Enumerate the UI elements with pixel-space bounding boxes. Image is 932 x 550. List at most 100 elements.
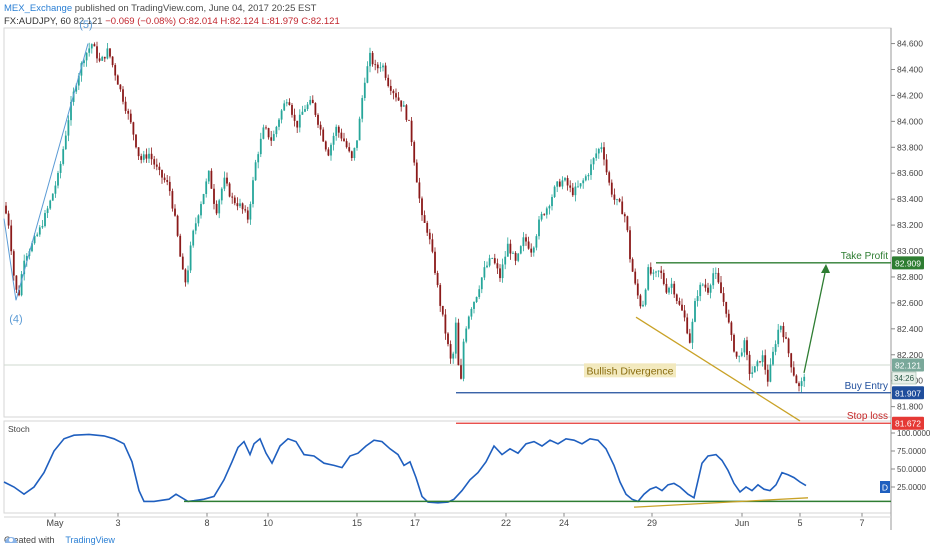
candle-body — [605, 159, 608, 173]
candle-body — [111, 56, 114, 66]
candle-body — [109, 48, 111, 57]
candle-body — [179, 235, 182, 257]
candle-body — [103, 56, 106, 59]
candle-body — [800, 381, 803, 387]
candle-body — [96, 46, 98, 59]
candle-body — [59, 163, 62, 173]
candle-body — [395, 93, 397, 98]
x-tick-label: 5 — [797, 518, 802, 528]
candle-body — [465, 328, 468, 342]
candle-body — [439, 285, 442, 306]
candle-body — [803, 376, 806, 382]
candle-body — [678, 300, 681, 305]
candle-body — [275, 126, 278, 135]
candle-body — [449, 344, 452, 359]
candle-body — [31, 243, 33, 252]
candle-body — [262, 127, 265, 139]
x-tick-label: 15 — [352, 518, 362, 528]
candle-body — [590, 164, 592, 176]
candle-body — [592, 158, 595, 165]
candle-body — [244, 209, 247, 211]
candle-body — [202, 193, 205, 204]
candle-body — [132, 122, 135, 135]
stoch-tag: D — [882, 483, 888, 493]
candle-body — [189, 245, 192, 271]
candle-body — [218, 200, 221, 214]
candle-body — [7, 213, 10, 226]
divergence-price-line — [635, 316, 801, 422]
buy-entry-tag: 81.907 — [895, 388, 921, 398]
candle-body — [683, 310, 686, 318]
y-tick-label: 83.000 — [897, 246, 923, 256]
candle-body — [319, 124, 322, 130]
candle-body — [426, 222, 429, 233]
candle-body — [792, 367, 795, 376]
candle-body — [725, 301, 728, 314]
y-tick-label: 83.800 — [897, 142, 923, 152]
price-pane — [3, 27, 892, 418]
candle-body — [384, 65, 387, 78]
candle-body — [636, 283, 639, 296]
candle-body — [616, 199, 618, 200]
candle-body — [527, 241, 530, 249]
candle-body — [163, 177, 166, 181]
candle-body — [699, 284, 702, 297]
candle-body — [137, 147, 140, 157]
candle-body — [192, 230, 195, 246]
tradingview-link[interactable]: TradingView — [65, 535, 115, 545]
y-tick-label: 83.200 — [897, 220, 923, 230]
candle-body — [647, 267, 650, 290]
candle-body — [298, 114, 301, 128]
stop-loss-tag: 81.672 — [895, 419, 921, 429]
candle-body — [12, 251, 15, 276]
candle-body — [665, 283, 668, 293]
candle-body — [397, 97, 400, 101]
candle-body — [571, 187, 574, 196]
y-tick-label: 81.800 — [897, 402, 923, 412]
candle-body — [512, 252, 514, 254]
candle-body — [213, 188, 215, 204]
candle-body — [473, 301, 475, 309]
candle-body — [483, 267, 486, 278]
candle-body — [72, 91, 75, 102]
y-tick-label: 83.600 — [897, 168, 923, 178]
candle-body — [701, 284, 704, 286]
candle-body — [639, 295, 642, 307]
candle-body — [748, 354, 751, 374]
candle-body — [499, 268, 501, 279]
candle-body — [691, 321, 694, 343]
candle-body — [20, 274, 23, 296]
candle-body — [790, 353, 793, 368]
candle-body — [46, 208, 49, 214]
candle-body — [343, 138, 345, 142]
candle-body — [514, 252, 517, 261]
candle-body — [564, 178, 566, 181]
candle-body — [738, 355, 741, 357]
elliott-wave-line — [3, 43, 89, 301]
candle-body — [88, 48, 91, 53]
candle-body — [579, 183, 582, 187]
candle-body — [23, 260, 26, 275]
candle-body — [759, 361, 761, 363]
candle-body — [332, 135, 335, 145]
candle-body — [194, 223, 197, 231]
candle-body — [184, 269, 187, 283]
candle-body — [777, 329, 780, 345]
candle-body — [25, 255, 28, 261]
candle-body — [324, 141, 327, 150]
symbol-label[interactable]: FX:AUDJPY, 60 — [4, 16, 71, 27]
candle-body — [335, 126, 338, 136]
candle-body — [764, 355, 767, 370]
candle-body — [309, 99, 312, 105]
candle-body — [670, 283, 673, 288]
candle-body — [228, 183, 231, 197]
candle-body — [522, 237, 525, 247]
candle-body — [621, 201, 624, 215]
publisher-link[interactable]: MEX_Exchange — [4, 3, 73, 14]
x-tick-label: 24 — [559, 518, 569, 528]
candle-body — [467, 316, 470, 329]
candle-body — [70, 101, 72, 121]
candle-body — [740, 352, 743, 356]
candle-body — [374, 64, 377, 66]
